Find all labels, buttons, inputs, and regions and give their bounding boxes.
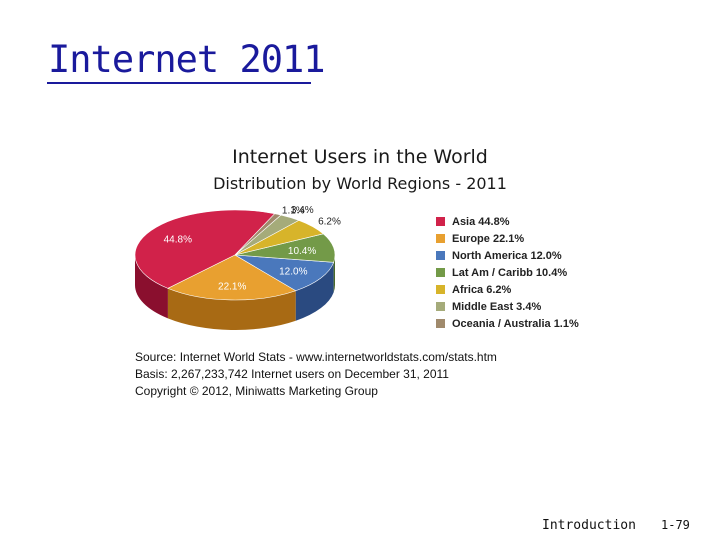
legend-label: Middle East 3.4%: [452, 300, 542, 313]
legend-swatch: [436, 285, 445, 294]
slice-label-2: 12.0%: [279, 267, 307, 278]
legend-item-6: Oceania / Australia 1.1%: [436, 315, 579, 332]
legend-item-3: Lat Am / Caribb 10.4%: [436, 264, 579, 281]
legend-label: Lat Am / Caribb 10.4%: [452, 266, 568, 279]
legend-swatch: [436, 319, 445, 328]
legend-label: Oceania / Australia 1.1%: [452, 317, 579, 330]
source-note: Source: Internet World Stats - www.inter…: [135, 349, 497, 400]
slide-title: Internet 2011: [48, 38, 326, 81]
slice-label-1: 22.1%: [218, 282, 246, 293]
footer-section-label: Introduction: [542, 518, 636, 533]
slice-label-6: 1.1%: [282, 205, 305, 216]
source-line: Source: Internet World Stats - www.inter…: [135, 350, 497, 364]
copyright-line: Copyright © 2012, Miniwatts Marketing Gr…: [135, 384, 378, 398]
legend-label: Europe 22.1%: [452, 232, 525, 245]
footer-page-number: 1-79: [661, 518, 690, 532]
legend-label: North America 12.0%: [452, 249, 562, 262]
pie-side-3: [333, 255, 335, 293]
slice-label-5: 3.4%: [291, 205, 314, 216]
legend-swatch: [436, 217, 445, 226]
chart-legend: Asia 44.8% Europe 22.1% North America 12.0…: [436, 213, 579, 332]
title-underline: [47, 82, 311, 84]
slice-label-4: 6.2%: [318, 216, 341, 227]
pie-side-2: [295, 262, 334, 321]
pie-side-0: [135, 255, 168, 319]
legend-item-5: Middle East 3.4%: [436, 298, 579, 315]
pie-chart: 44.8% 22.1% 12.0% 10.4% 6.2% 3.4%1.1%: [134, 205, 341, 330]
legend-swatch: [436, 251, 445, 260]
slice-label-3: 10.4%: [288, 246, 316, 257]
pie-slice-2: [234, 254, 335, 292]
legend-swatch: [436, 234, 445, 243]
basis-line: Basis: 2,267,233,742 Internet users on D…: [135, 367, 449, 381]
chart-title: Internet Users in the World: [232, 146, 488, 168]
slice-label-0: 44.8%: [164, 234, 192, 245]
legend-item-0: Asia 44.8%: [436, 213, 579, 230]
legend-label: Africa 6.2%: [452, 283, 512, 296]
legend-swatch: [436, 268, 445, 277]
pie-slice-0: [134, 209, 276, 289]
legend-swatch: [436, 302, 445, 311]
legend-item-2: North America 12.0%: [436, 247, 579, 264]
legend-item-4: Africa 6.2%: [436, 281, 579, 298]
legend-label: Asia 44.8%: [452, 215, 510, 228]
chart-subtitle: Distribution by World Regions - 2011: [213, 174, 507, 193]
pie-side-1: [167, 288, 296, 330]
pie-slice-1: [167, 254, 297, 301]
legend-item-1: Europe 22.1%: [436, 230, 579, 247]
pie-slice-6: [234, 213, 282, 256]
